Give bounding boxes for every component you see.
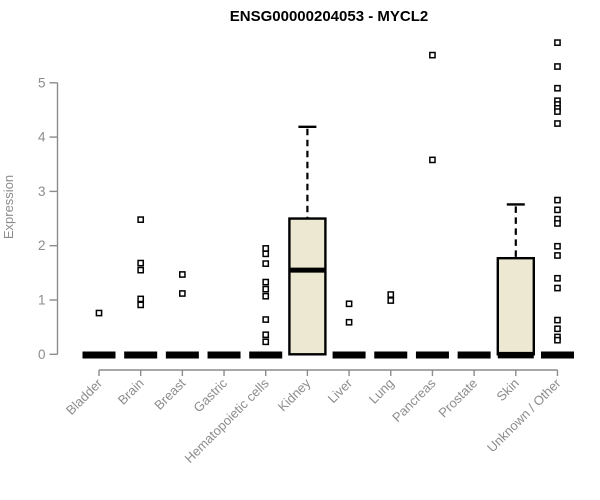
- box-group-hematopoietic-cells: [249, 245, 283, 359]
- zero-bar: [332, 351, 366, 359]
- outlier-point: [554, 325, 561, 333]
- outlier-point: [262, 245, 270, 252]
- y-tick-label: 3: [38, 184, 46, 199]
- box-group-breast: [165, 271, 199, 359]
- box-group-bladder: [82, 309, 116, 359]
- outlier-point: [137, 259, 145, 267]
- box-group-kidney: [288, 125, 327, 356]
- outlier-point: [554, 63, 561, 70]
- outlier-point: [554, 196, 561, 204]
- outlier-point: [262, 260, 270, 267]
- zero-bar: [457, 351, 491, 359]
- outlier-point: [179, 290, 186, 297]
- outlier-point: [262, 331, 270, 339]
- outlier-point: [554, 120, 561, 127]
- outlier-point: [554, 274, 561, 282]
- outlier-point: [262, 316, 270, 323]
- plot-area: [82, 39, 574, 359]
- x-tick-label: Kidney: [275, 375, 314, 414]
- zero-bar: [374, 351, 408, 359]
- x-tick-label: Skin: [493, 376, 521, 404]
- y-tick-label: 0: [38, 347, 46, 362]
- outlier-point: [554, 220, 561, 227]
- y-tick-label: 1: [38, 293, 46, 308]
- box-group-prostate: [457, 351, 491, 359]
- outlier-point: [387, 297, 395, 304]
- outlier-point: [429, 156, 436, 164]
- x-tick-label: Unknown / Other: [484, 375, 564, 455]
- y-axis: 0 1 2 3 4 5: [38, 75, 59, 362]
- box-group-gastric: [207, 351, 241, 359]
- zero-bar: [540, 351, 574, 359]
- x-tick-label: Prostate: [435, 376, 480, 421]
- box-group-brain: [124, 216, 158, 359]
- outlier-point: [554, 336, 561, 344]
- outlier-point: [262, 250, 270, 258]
- outlier-point: [554, 39, 561, 46]
- outlier-point: [554, 242, 561, 250]
- outlier-point: [554, 108, 561, 115]
- y-tick-label: 4: [38, 130, 46, 145]
- zero-bar: [165, 351, 199, 359]
- outlier-point: [429, 51, 436, 59]
- outlier-point: [345, 318, 353, 326]
- outlier-point: [262, 292, 270, 300]
- outlier-point: [554, 316, 561, 324]
- outlier-point: [554, 84, 561, 92]
- outlier-point: [554, 252, 561, 259]
- x-tick-label: Bladder: [63, 375, 106, 418]
- y-axis-title: Expression: [1, 175, 16, 239]
- outlier-point: [345, 300, 353, 308]
- box-group-lung: [374, 291, 408, 359]
- x-tick-label: Gastric: [190, 375, 230, 415]
- outlier-point: [554, 284, 561, 292]
- zero-bar: [82, 351, 116, 359]
- x-tick-label: Liver: [325, 375, 356, 406]
- chart-title: ENSG00000204053 - MYCL2: [230, 8, 428, 25]
- x-tick-label: Breast: [151, 375, 188, 412]
- outlier-point: [137, 266, 145, 274]
- outlier-point: [137, 301, 145, 309]
- outlier-point: [262, 278, 270, 286]
- box-group-liver: [332, 300, 366, 359]
- x-tick-label: Pancreas: [389, 375, 439, 425]
- zero-bar: [249, 351, 283, 359]
- outlier-point: [179, 271, 186, 278]
- outlier-point: [262, 285, 270, 293]
- box-group-skin: [496, 203, 535, 359]
- box-rect: [496, 256, 535, 356]
- outlier-point: [95, 309, 103, 317]
- x-tick-label: Lung: [366, 376, 397, 407]
- y-tick-label: 2: [38, 238, 46, 253]
- x-tick-label: Brain: [115, 376, 147, 408]
- zero-bar: [415, 351, 449, 359]
- outlier-point: [554, 206, 561, 214]
- outlier-point: [262, 338, 270, 346]
- outlier-point: [387, 291, 395, 298]
- y-tick-label: 5: [38, 75, 46, 90]
- outlier-point: [137, 216, 145, 223]
- zero-bar: [124, 351, 158, 359]
- box-group-unknown-other: [540, 39, 574, 359]
- box-group-pancreas: [415, 51, 449, 359]
- box-rect: [288, 217, 327, 356]
- zero-bar: [207, 351, 241, 359]
- outlier-point: [137, 295, 145, 303]
